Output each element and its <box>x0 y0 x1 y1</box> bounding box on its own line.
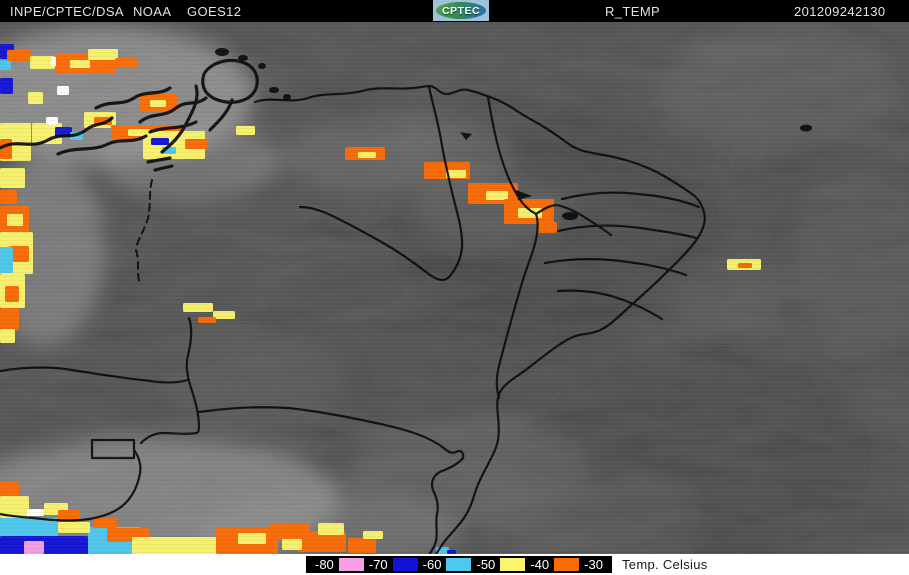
satellite-map <box>0 22 909 554</box>
border-tocantins <box>139 316 201 445</box>
scale-label: -80 <box>315 557 334 572</box>
cptec-logo-ellipse: CPTEC <box>436 2 486 19</box>
border-ce-rn <box>560 191 701 209</box>
header-bar: INPE/CPTEC/DSA NOAA GOES12 CPTEC R_TEMP … <box>0 0 909 22</box>
scale-title: Temp. Celsius <box>622 557 708 572</box>
map-svg <box>0 22 909 554</box>
cold-cloud-patches <box>0 44 761 554</box>
scale-swatch <box>554 558 580 571</box>
scale-swatch <box>338 558 364 571</box>
border-pi-ce <box>534 204 613 237</box>
border-pe-al <box>556 289 664 321</box>
coastline <box>253 84 706 554</box>
small-water-features <box>215 48 812 220</box>
scale-swatch <box>392 558 418 571</box>
border-rn-pb <box>556 224 698 240</box>
source-label: INPE/CPTEC/DSA <box>10 4 124 19</box>
agency-label: NOAA <box>133 4 172 19</box>
scale-label: -50 <box>476 557 496 572</box>
scale-swatch <box>446 558 472 571</box>
border-pa-ma <box>298 85 464 282</box>
state-borders <box>0 48 812 554</box>
timestamp-label: 201209242130 <box>794 4 886 19</box>
bottom-strip: -80 -70 -60 -50 -40 -30 Temp. Celsius <box>0 554 909 575</box>
scale-swatch <box>500 558 526 571</box>
cptec-logo: CPTEC <box>433 0 489 21</box>
product-label: R_TEMP <box>605 4 661 19</box>
border-ma-pi <box>486 95 539 400</box>
cptec-logo-text: CPTEC <box>441 4 481 17</box>
border-para-south <box>0 366 190 384</box>
delta-channel-line <box>135 179 153 285</box>
scale-label: -40 <box>530 557 550 572</box>
amazon-delta-lines <box>0 58 259 172</box>
colorbar: -80 -70 -60 -50 -40 -30 <box>306 556 612 573</box>
scale-label: -70 <box>368 557 388 572</box>
border-bahia <box>197 406 465 554</box>
scale-label: -30 <box>584 557 603 572</box>
scale-label: -60 <box>422 557 442 572</box>
border-df-rectangle <box>90 438 136 460</box>
border-goias <box>0 448 142 522</box>
satellite-label: GOES12 <box>187 4 242 19</box>
border-pb-pe <box>543 258 688 277</box>
